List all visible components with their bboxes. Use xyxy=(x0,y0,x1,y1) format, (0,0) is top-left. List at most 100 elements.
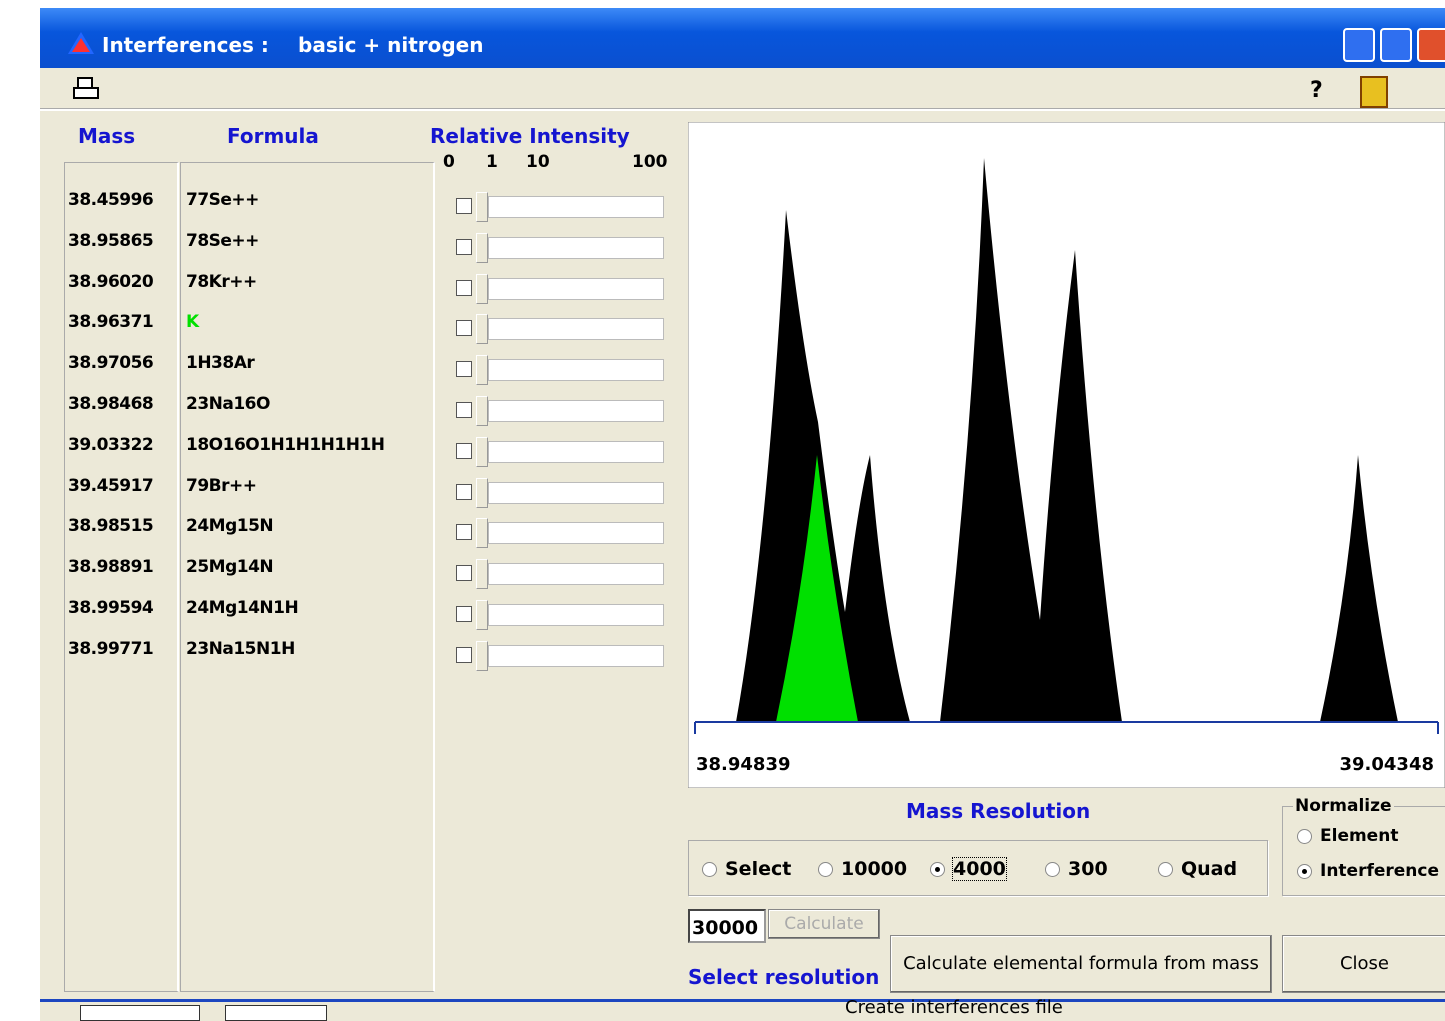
window-subtitle: basic + nitrogen xyxy=(298,33,484,57)
resolution-option[interactable]: 4000 xyxy=(930,857,1007,881)
radio[interactable] xyxy=(1158,862,1173,877)
intensity-checkbox[interactable] xyxy=(456,565,472,582)
minimize-button[interactable] xyxy=(1343,28,1375,62)
intensity-checkbox[interactable] xyxy=(456,238,472,255)
intensity-checkbox[interactable] xyxy=(456,320,472,337)
close-window-button[interactable] xyxy=(1417,28,1445,62)
formula-header: Formula xyxy=(227,124,319,148)
resolution-option[interactable]: 300 xyxy=(1045,858,1108,880)
radio[interactable] xyxy=(1297,828,1312,844)
toolbar-separator xyxy=(40,108,1445,111)
option-label: 10000 xyxy=(841,858,908,880)
formula-cell: 78Se++ xyxy=(186,230,259,251)
scale-label: 10 xyxy=(526,152,550,172)
intensity-slider[interactable] xyxy=(488,318,664,341)
slider-thumb[interactable] xyxy=(476,232,488,263)
intensity-checkbox[interactable] xyxy=(456,646,472,663)
resolution-input[interactable]: 30000 xyxy=(688,909,766,943)
mass-cell: 39.45917 xyxy=(68,475,154,496)
intensity-checkbox[interactable] xyxy=(456,483,472,500)
normalize-option[interactable]: Interference xyxy=(1297,861,1439,881)
slider-thumb[interactable] xyxy=(476,273,488,304)
formula-cell: 24Mg14N1H xyxy=(186,598,299,618)
mass-cell: 38.98468 xyxy=(68,394,154,414)
slider-thumb[interactable] xyxy=(476,640,488,671)
radio[interactable] xyxy=(1297,863,1312,879)
slider-thumb[interactable] xyxy=(476,600,488,630)
option-label: Interference xyxy=(1320,861,1440,881)
mass-cell: 38.96020 xyxy=(68,271,154,292)
formula-cell: K xyxy=(186,312,199,333)
intensity-slider[interactable] xyxy=(488,440,664,463)
mass-column xyxy=(64,162,179,992)
intensity-slider[interactable] xyxy=(488,277,664,300)
intensity-checkbox[interactable] xyxy=(456,442,472,459)
intensity-checkbox[interactable] xyxy=(456,524,472,541)
intensity-checkbox[interactable] xyxy=(456,279,472,296)
spectrum-plot: 38.94839 39.04348 xyxy=(688,122,1445,788)
slider-thumb[interactable] xyxy=(476,314,488,345)
radio[interactable] xyxy=(1045,862,1060,877)
formula-button[interactable]: Calculate elemental formula from mass xyxy=(890,935,1272,993)
intensity-slider[interactable] xyxy=(488,359,664,382)
resolution-option[interactable]: Select xyxy=(702,858,791,880)
scale-label: 100 xyxy=(632,152,668,172)
status-cell xyxy=(225,1005,327,1021)
peak-right xyxy=(1320,455,1398,722)
close-button[interactable]: Close xyxy=(1282,935,1445,993)
radio[interactable] xyxy=(702,862,717,877)
radio[interactable] xyxy=(930,862,945,877)
mass-cell: 38.96371 xyxy=(68,312,154,333)
intensity-slider[interactable] xyxy=(488,196,664,218)
option-label: 4000 xyxy=(952,857,1007,881)
normalize-option[interactable]: Element xyxy=(1297,826,1398,846)
mass-cell: 38.97056 xyxy=(68,353,154,374)
slider-thumb[interactable] xyxy=(476,396,488,426)
resolution-option[interactable]: Quad xyxy=(1158,858,1237,880)
intensity-slider[interactable] xyxy=(488,481,664,504)
option-label: Element xyxy=(1320,826,1399,846)
peak-cluster-middle xyxy=(940,158,1122,722)
scale-label: 0 xyxy=(443,152,455,172)
mass-cell: 39.03322 xyxy=(68,434,154,455)
intensity-slider[interactable] xyxy=(488,400,664,422)
intensity-slider[interactable] xyxy=(488,236,664,259)
formula-cell: 25Mg14N xyxy=(186,557,274,578)
help-button[interactable]: ? xyxy=(1310,78,1323,103)
print-icon[interactable] xyxy=(72,76,102,104)
mass-cell: 38.95865 xyxy=(68,230,154,251)
slider-thumb[interactable] xyxy=(476,192,488,222)
slider-thumb[interactable] xyxy=(476,355,488,386)
intensity-slider[interactable] xyxy=(488,644,664,667)
status-bar xyxy=(40,999,1445,1021)
formula-cell: 23Na15N1H xyxy=(186,638,295,659)
formula-cell: 78Kr++ xyxy=(186,271,257,292)
intensity-slider[interactable] xyxy=(488,604,664,626)
intensity-checkbox[interactable] xyxy=(456,198,472,214)
normalize-group xyxy=(1282,806,1445,896)
x-start-label: 38.94839 xyxy=(696,754,791,775)
calculate-button[interactable]: Calculate xyxy=(768,909,880,939)
formula-cell: 77Se++ xyxy=(186,190,259,210)
resolution-option[interactable]: 10000 xyxy=(818,858,907,880)
status-text: Create interferences file xyxy=(845,997,1063,1018)
slider-thumb[interactable] xyxy=(476,518,488,549)
mass-cell: 38.45996 xyxy=(68,190,154,210)
peak-cluster-left xyxy=(736,210,910,722)
slider-thumb[interactable] xyxy=(476,477,488,508)
x-end-label: 39.04348 xyxy=(1339,754,1434,775)
resolution-label: Mass Resolution xyxy=(906,799,1091,823)
radio[interactable] xyxy=(818,862,833,877)
intensity-checkbox[interactable] xyxy=(456,402,472,418)
intensity-checkbox[interactable] xyxy=(456,361,472,378)
intensity-slider[interactable] xyxy=(488,563,664,586)
intensity-checkbox[interactable] xyxy=(456,606,472,622)
formula-cell: 24Mg15N xyxy=(186,516,274,537)
intensity-slider[interactable] xyxy=(488,522,664,545)
formula-cell: 18O16O1H1H1H1H1H xyxy=(186,434,385,455)
formula-column xyxy=(180,162,435,992)
slider-thumb[interactable] xyxy=(476,436,488,467)
maximize-button[interactable] xyxy=(1380,28,1412,62)
slider-thumb[interactable] xyxy=(476,559,488,590)
exit-icon[interactable] xyxy=(1360,76,1388,108)
